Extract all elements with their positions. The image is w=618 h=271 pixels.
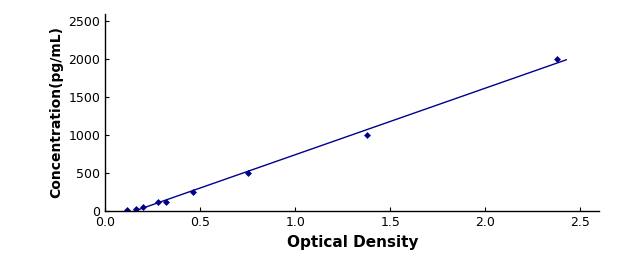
Y-axis label: Concentration(pg/mL): Concentration(pg/mL) (49, 27, 63, 198)
X-axis label: Optical Density: Optical Density (287, 235, 418, 250)
